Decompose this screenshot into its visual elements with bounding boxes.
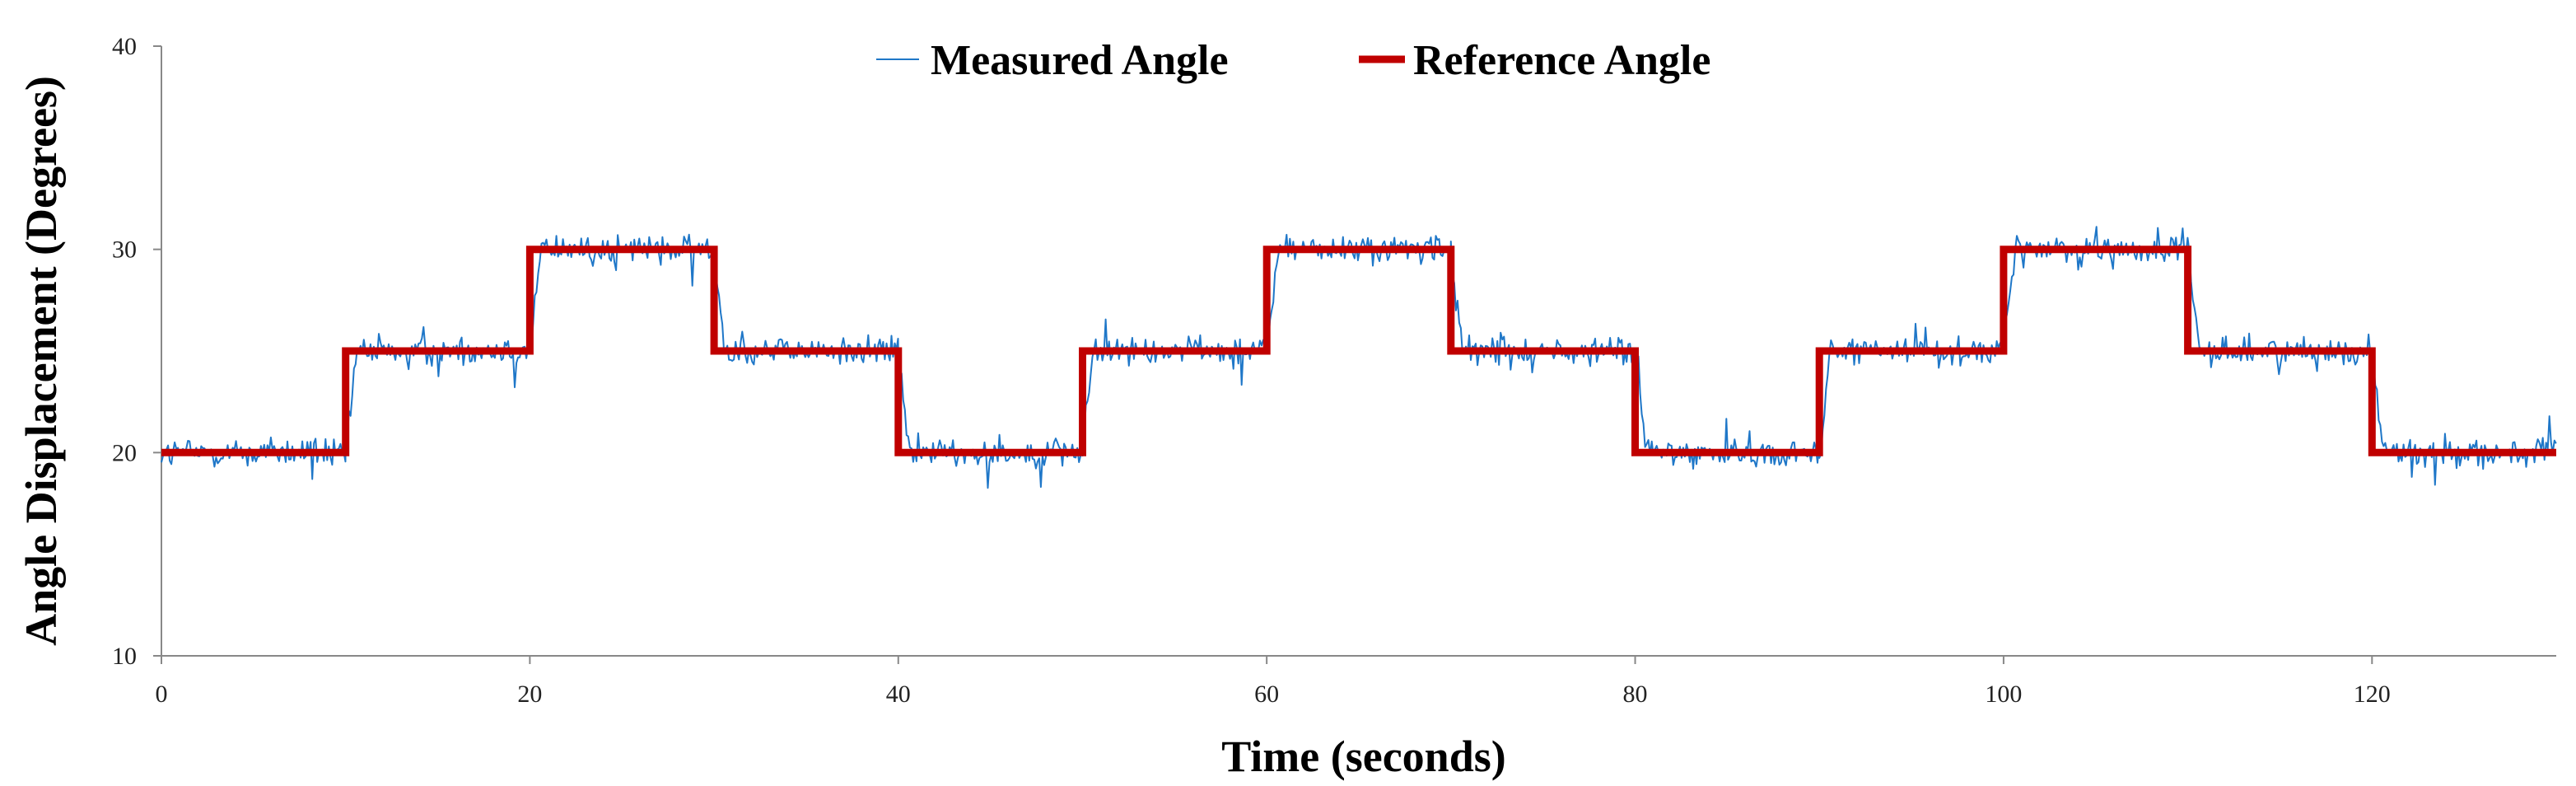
y-tick-label: 40 <box>112 33 137 60</box>
plot-area: 10 20 30 40 0 20 40 60 80 100 120 Time (seconds) Ang… <box>16 33 2557 781</box>
measured-angle-line <box>161 226 2557 489</box>
x-tick-label: 80 <box>1623 681 1648 708</box>
y-tick-label: 30 <box>112 236 137 264</box>
reference-angle-line <box>161 246 2556 456</box>
x-tick-label: 100 <box>1985 681 2022 708</box>
legend-label-measured-angle: Measured Angle <box>931 37 1229 84</box>
y-tick-label: 10 <box>112 643 137 670</box>
y-tick-label: 20 <box>112 439 137 466</box>
x-tick-label: 20 <box>517 681 542 708</box>
legend-label-reference-angle: Reference Angle <box>1413 37 1710 84</box>
x-tick-label: 40 <box>886 681 911 708</box>
x-tick-label: 60 <box>1254 681 1279 708</box>
x-axis-title: Time (seconds) <box>1221 732 1506 781</box>
x-tick-label: 120 <box>2354 681 2391 708</box>
x-tick-label: 0 <box>156 681 168 708</box>
y-axis-title: Angle Displacement (Degrees) <box>16 76 66 646</box>
